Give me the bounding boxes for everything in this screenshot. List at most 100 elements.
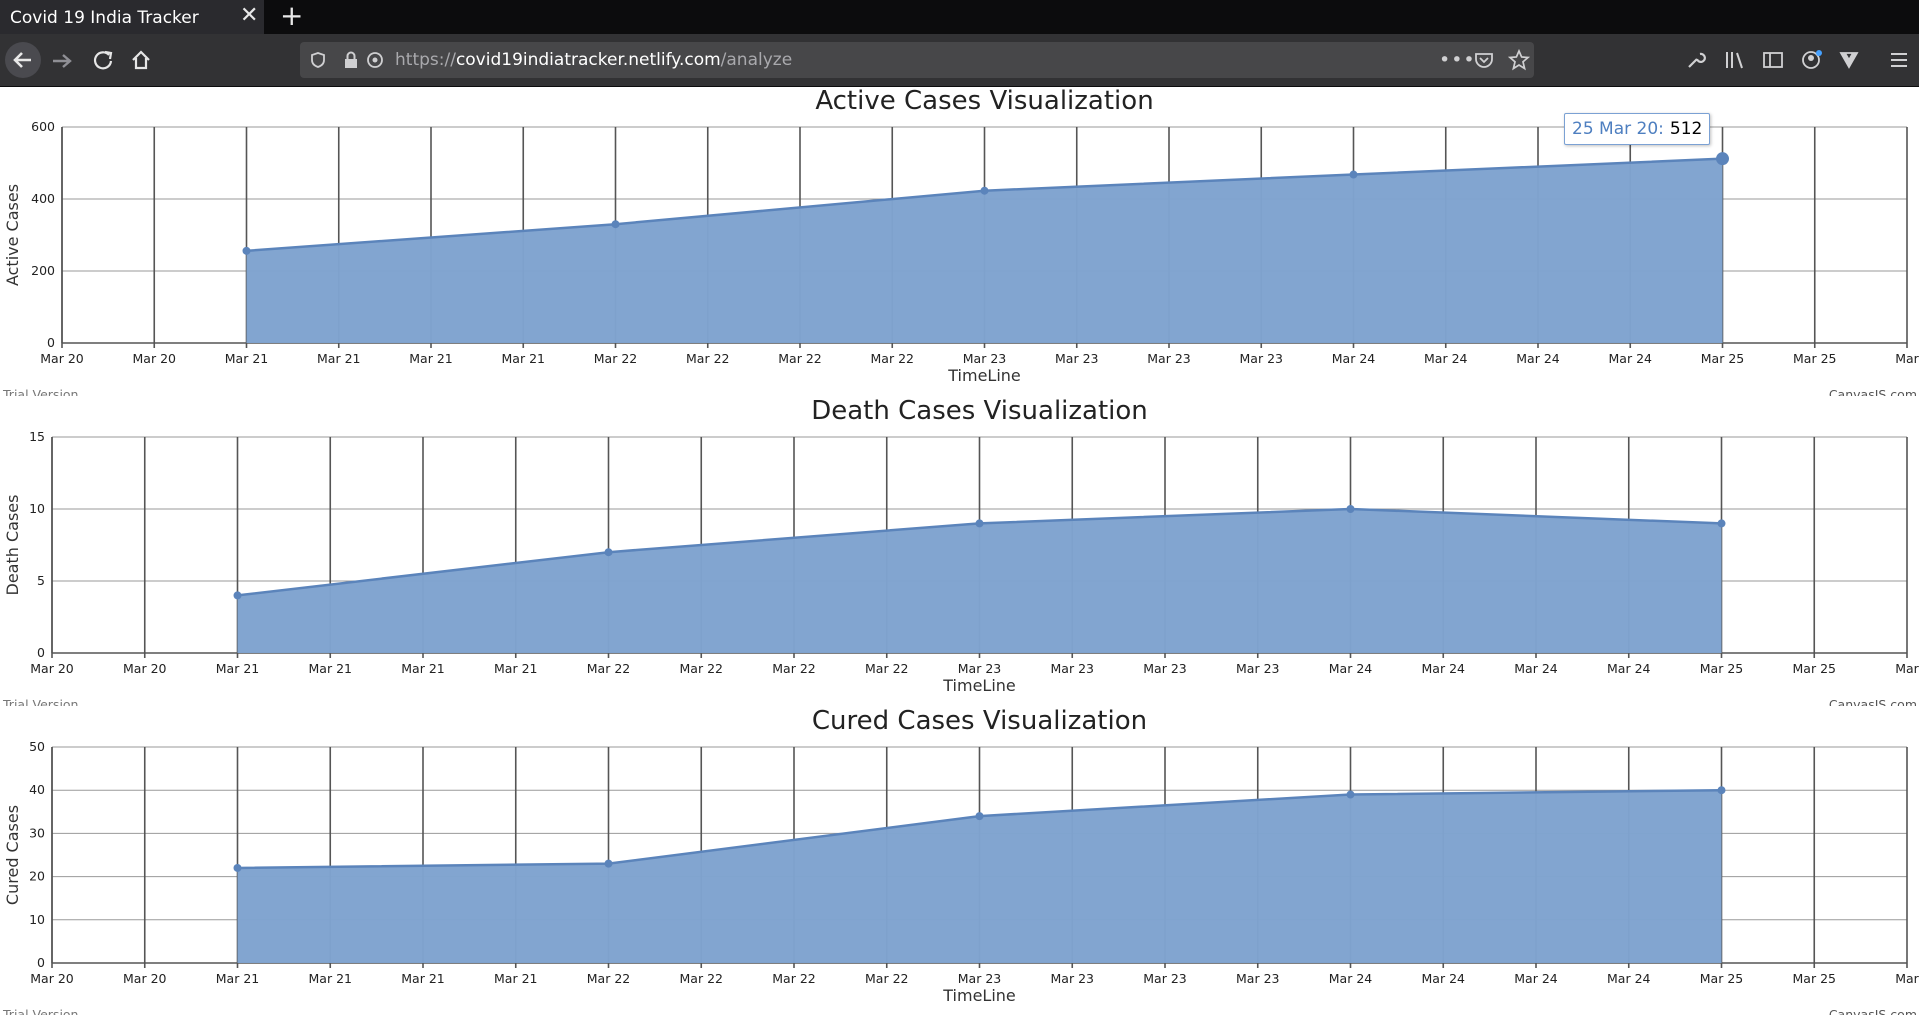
forward-arrow-icon[interactable] bbox=[50, 50, 74, 72]
plus-icon[interactable]: + bbox=[280, 0, 304, 32]
data-point bbox=[611, 220, 620, 229]
x-tick-label: Mar 23 bbox=[1236, 661, 1279, 676]
x-tick-label: Mar 25 bbox=[1793, 661, 1836, 676]
extension-icon[interactable] bbox=[1839, 51, 1859, 69]
x-tick-label: Mar 25 bbox=[1793, 351, 1836, 366]
url-scheme: https:// bbox=[395, 50, 456, 70]
x-tick-label: Mar 21 bbox=[494, 971, 537, 986]
y-tick-label: 10 bbox=[29, 501, 45, 516]
x-tick-label: Mar 24 bbox=[1329, 971, 1373, 986]
x-tick-label: Mar 24 bbox=[1422, 661, 1466, 676]
x-tick-label: Mar 22 bbox=[587, 971, 630, 986]
x-tick-label: Mar 20 bbox=[30, 661, 74, 676]
cured-cases-chart[interactable]: Cured Cases Visualization 0 10 20 30 40 50 Mar … bbox=[0, 706, 1919, 1015]
canvasjs-credit-link: CanvasJS.com bbox=[1829, 1007, 1917, 1015]
wrench-icon[interactable] bbox=[1686, 50, 1706, 70]
x-tick-label: Mar bbox=[1895, 661, 1919, 676]
reload-icon[interactable] bbox=[92, 49, 114, 71]
x-axis-title: TimeLine bbox=[947, 366, 1021, 385]
browser-tab[interactable]: Covid 19 India Tracker ✕ bbox=[0, 0, 264, 34]
library-icon[interactable] bbox=[1724, 50, 1746, 70]
home-icon[interactable] bbox=[130, 49, 152, 71]
shield-icon[interactable] bbox=[309, 51, 327, 69]
y-tick-label: 400 bbox=[31, 191, 55, 206]
y-tick-label: 15 bbox=[29, 429, 45, 444]
y-tick-label: 30 bbox=[29, 825, 45, 840]
data-point bbox=[980, 186, 989, 195]
url-host: covid19indiatracker.netlify.com bbox=[455, 50, 721, 70]
x-tick-label: Mar 24 bbox=[1422, 971, 1466, 986]
data-point bbox=[242, 246, 251, 255]
x-tick-label: Mar 22 bbox=[778, 351, 821, 366]
x-tick-label: Mar 22 bbox=[865, 971, 908, 986]
area-series bbox=[237, 790, 1722, 963]
more-icon[interactable]: ••• bbox=[1439, 49, 1476, 71]
x-tick-label: Mar 24 bbox=[1514, 661, 1558, 676]
x-tick-label: Mar 22 bbox=[865, 661, 908, 676]
x-axis-title: TimeLine bbox=[942, 676, 1016, 695]
x-tick-label: Mar 23 bbox=[1236, 971, 1279, 986]
death-cases-chart[interactable]: Death Cases Visualization 0 5 10 15 Mar 20 Mar… bbox=[0, 396, 1919, 706]
x-tick-label: Mar 24 bbox=[1424, 351, 1468, 366]
tooltip-value: 512 bbox=[1669, 119, 1703, 139]
x-tick-label: Mar bbox=[1895, 971, 1919, 986]
x-tick-label: Mar 21 bbox=[401, 971, 444, 986]
tooltip-date: 25 Mar 20: bbox=[1572, 119, 1664, 139]
y-tick-label: 0 bbox=[47, 335, 55, 350]
permissions-icon[interactable] bbox=[366, 51, 384, 69]
star-icon[interactable] bbox=[1508, 49, 1530, 71]
y-axis-title: Death Cases bbox=[3, 495, 22, 596]
x-tick-label: Mar bbox=[1895, 351, 1919, 366]
x-tick-label: Mar 24 bbox=[1514, 971, 1558, 986]
trial-version-label: Trial Version bbox=[2, 1007, 78, 1015]
x-tick-label: Mar 21 bbox=[317, 351, 360, 366]
sidebar-icon[interactable] bbox=[1762, 50, 1784, 70]
x-tick-label: Mar 23 bbox=[1055, 351, 1098, 366]
data-point bbox=[1716, 152, 1729, 166]
x-tick-label: Mar 20 bbox=[30, 971, 74, 986]
chart-title: Death Cases Visualization bbox=[811, 396, 1148, 426]
data-point bbox=[1717, 519, 1726, 528]
x-tick-label: Mar 23 bbox=[1147, 351, 1190, 366]
x-tick-label: Mar 23 bbox=[1051, 661, 1094, 676]
chart-title: Active Cases Visualization bbox=[815, 86, 1153, 116]
y-tick-label: 50 bbox=[29, 739, 45, 754]
x-tick-label: Mar 21 bbox=[216, 661, 259, 676]
y-axis-title: Cured Cases bbox=[3, 805, 22, 905]
address-bar[interactable] bbox=[300, 42, 1534, 78]
x-tick-label: Mar 22 bbox=[680, 971, 723, 986]
back-button[interactable] bbox=[5, 42, 41, 78]
area-series bbox=[246, 158, 1723, 343]
url-text[interactable]: https://covid19indiatracker.netlify.com/… bbox=[395, 50, 792, 70]
chart-title: Cured Cases Visualization bbox=[812, 706, 1147, 736]
url-path: /analyze bbox=[720, 50, 793, 70]
x-tick-label: Mar 24 bbox=[1609, 351, 1653, 366]
tab-title: Covid 19 India Tracker bbox=[10, 8, 199, 28]
close-icon[interactable]: ✕ bbox=[240, 3, 259, 28]
x-tick-label: Mar 22 bbox=[772, 661, 815, 676]
account-icon[interactable] bbox=[1800, 48, 1824, 72]
trial-version-label: Trial Version bbox=[2, 697, 78, 706]
data-point bbox=[233, 591, 242, 600]
y-tick-label: 200 bbox=[31, 263, 55, 278]
pocket-icon[interactable] bbox=[1474, 50, 1494, 70]
x-tick-label: Mar 25 bbox=[1793, 971, 1836, 986]
menu-icon[interactable] bbox=[1889, 51, 1909, 69]
x-tick-label: Mar 22 bbox=[686, 351, 729, 366]
x-tick-label: Mar 21 bbox=[401, 661, 444, 676]
x-tick-label: Mar 21 bbox=[309, 971, 352, 986]
y-tick-label: 0 bbox=[37, 955, 45, 970]
x-tick-label: Mar 24 bbox=[1516, 351, 1560, 366]
x-tick-label: Mar 23 bbox=[1051, 971, 1094, 986]
active-cases-chart[interactable]: Active Cases Visualization 0 200 400 600 Mar … bbox=[0, 86, 1919, 396]
y-tick-label: 0 bbox=[37, 645, 45, 660]
x-tick-label: Mar 21 bbox=[216, 971, 259, 986]
x-tick-label: Mar 21 bbox=[502, 351, 545, 366]
x-tick-label: Mar 22 bbox=[680, 661, 723, 676]
x-tick-label: Mar 20 bbox=[133, 351, 177, 366]
x-tick-label: Mar 21 bbox=[225, 351, 268, 366]
trial-version-label: Trial Version bbox=[2, 387, 78, 396]
lock-icon[interactable] bbox=[343, 51, 359, 69]
data-point bbox=[975, 812, 984, 821]
y-tick-label: 20 bbox=[29, 869, 45, 884]
